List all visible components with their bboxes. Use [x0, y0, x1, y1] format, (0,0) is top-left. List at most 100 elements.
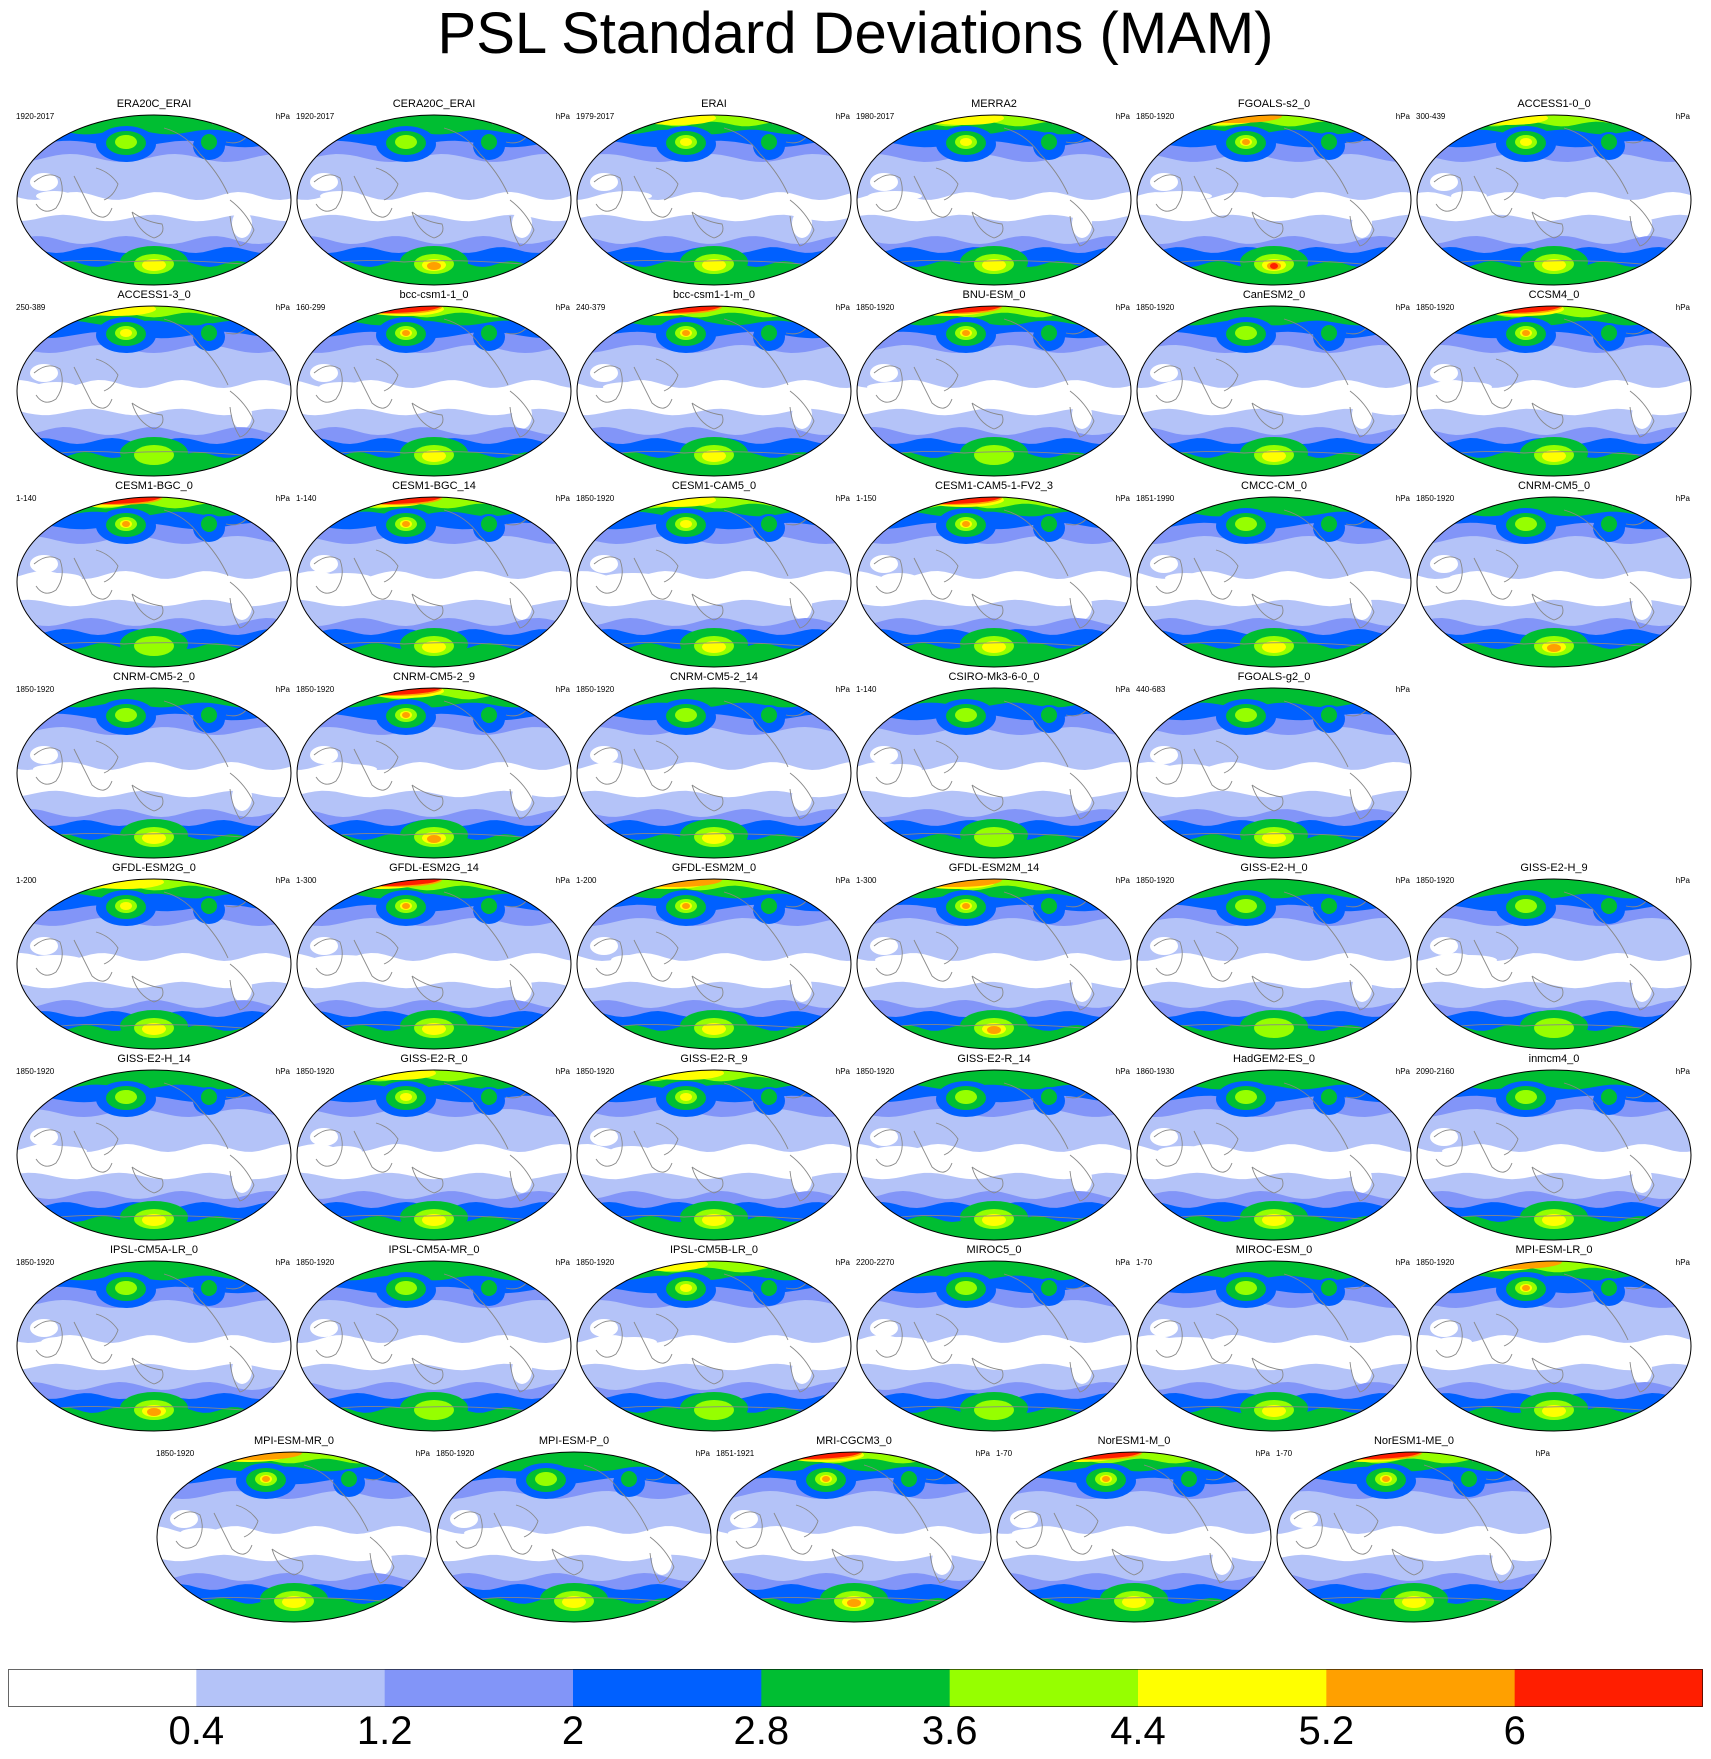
panel-years: 1-140 — [296, 494, 317, 503]
panel-title: ERAI — [701, 98, 727, 110]
contour-map — [16, 687, 292, 859]
panel-units: hPa — [1115, 1067, 1130, 1076]
panel-years: 1920-2017 — [16, 112, 55, 121]
panel-title: CESM1-CAM5-1-FV2_3 — [935, 480, 1053, 492]
map-panel: NorESM1-ME_0 1-70 hPa — [1274, 1435, 1554, 1623]
panel-units: hPa — [1395, 494, 1410, 503]
panel-years: 1-300 — [856, 876, 877, 885]
map-panel: GISS-E2-R_0 1850-1920 hPa — [294, 1053, 574, 1241]
map-panel: HadGEM2-ES_0 1860-1930 hPa — [1134, 1053, 1414, 1241]
colorbar-labels: 0.4 1.2 2 2.8 3.6 4.4 5.2 6 — [0, 1708, 1711, 1758]
contour-map — [296, 1069, 572, 1241]
colorbar-tick-label: 2.8 — [733, 1709, 790, 1753]
panel-units: hPa — [835, 876, 850, 885]
panel-title: CNRM-CM5-2_9 — [393, 671, 475, 683]
colorbar-tick-label: 6 — [1503, 1709, 1526, 1753]
panel-years: 1850-1920 — [576, 685, 615, 694]
panel-units: hPa — [275, 685, 290, 694]
map-panel: MPI-ESM-LR_0 1850-1920 hPa — [1414, 1244, 1694, 1432]
panel-title: CNRM-CM5_0 — [1517, 480, 1591, 492]
map-panel: ERA20C_ERAI 1920-2017 hPa — [14, 98, 294, 286]
colorbar-tick-label: 3.6 — [921, 1709, 978, 1753]
panel-units: hPa — [1115, 494, 1130, 503]
panel-years: 300-439 — [1416, 112, 1446, 121]
panel-units: hPa — [275, 876, 290, 885]
panel-title: CERA20C_ERAI — [392, 98, 476, 110]
panel-units: hPa — [975, 1449, 990, 1458]
contour-map — [576, 878, 852, 1050]
panel-units: hPa — [555, 112, 570, 121]
panel-units: hPa — [1395, 1067, 1410, 1076]
map-panel: CSIRO-Mk3-6-0_0 1-140 hPa — [854, 671, 1134, 859]
panel-years: 1-200 — [16, 876, 37, 885]
contour-map — [856, 496, 1132, 668]
map-panel: MPI-ESM-P_0 1850-1920 hPa — [434, 1435, 714, 1623]
colorbar-tick-label: 2 — [561, 1709, 585, 1753]
map-panel: MPI-ESM-MR_0 1850-1920 hPa — [154, 1435, 434, 1623]
panel-units: hPa — [1115, 685, 1130, 694]
panel-title: CESM1-BGC_14 — [392, 480, 476, 492]
panel-units: hPa — [1395, 303, 1410, 312]
panel-units: hPa — [1395, 1258, 1410, 1267]
map-panel: CNRM-CM5_0 1850-1920 hPa — [1414, 480, 1694, 668]
panel-title: ERA20C_ERAI — [116, 98, 192, 110]
panel-units: hPa — [1675, 1067, 1690, 1076]
panel-title: CMCC-CM_0 — [1241, 480, 1307, 492]
panel-years: 1850-1920 — [296, 685, 335, 694]
contour-map — [296, 878, 572, 1050]
map-panel: GISS-E2-R_14 1850-1920 hPa — [854, 1053, 1134, 1241]
map-panel: MIROC-ESM_0 1-70 hPa — [1134, 1244, 1414, 1432]
panel-units: hPa — [1675, 494, 1690, 503]
panel-title: ACCESS1-0_0 — [1517, 98, 1591, 110]
panel-title: ACCESS1-3_0 — [117, 289, 191, 301]
map-panel: MERRA2 1980-2017 hPa — [854, 98, 1134, 286]
panel-title: CSIRO-Mk3-6-0_0 — [948, 671, 1040, 683]
panel-units: hPa — [695, 1449, 710, 1458]
panel-title: GFDL-ESM2M_0 — [671, 862, 757, 874]
panel-years: 440-683 — [1136, 685, 1166, 694]
panel-units: hPa — [835, 1258, 850, 1267]
map-panel: GISS-E2-H_0 1850-1920 hPa — [1134, 862, 1414, 1050]
contour-map — [16, 1069, 292, 1241]
panel-title: MPI-ESM-MR_0 — [253, 1435, 335, 1447]
contour-map — [576, 496, 852, 668]
colorbar-swatch — [196, 1669, 386, 1707]
panel-units: hPa — [1675, 112, 1690, 121]
contour-map — [16, 496, 292, 668]
panel-years: 2090-2160 — [1416, 1067, 1455, 1076]
panel-title: FGOALS-s2_0 — [1237, 98, 1311, 110]
map-panel: BNU-ESM_0 1850-1920 hPa — [854, 289, 1134, 477]
panel-years: 1851-1990 — [1136, 494, 1175, 503]
contour-map — [1136, 1069, 1412, 1241]
map-panel: CERA20C_ERAI 1920-2017 hPa — [294, 98, 574, 286]
contour-map — [856, 687, 1132, 859]
panel-units: hPa — [835, 303, 850, 312]
panel-years: 1850-1920 — [856, 1067, 895, 1076]
map-panel: CanESM2_0 1850-1920 hPa — [1134, 289, 1414, 477]
panel-units: hPa — [835, 1067, 850, 1076]
panel-title: GISS-E2-H_14 — [117, 1053, 191, 1065]
map-panel: FGOALS-g2_0 440-683 hPa — [1134, 671, 1414, 859]
contour-map — [1136, 305, 1412, 477]
colorbar-swatch — [384, 1669, 574, 1707]
panel-years: 1979-2017 — [576, 112, 615, 121]
map-panel: MIROC5_0 2200-2270 hPa — [854, 1244, 1134, 1432]
panel-units: hPa — [835, 112, 850, 121]
map-panel: CESM1-BGC_14 1-140 hPa — [294, 480, 574, 668]
map-panel: CCSM4_0 1850-1920 hPa — [1414, 289, 1694, 477]
map-panel: bcc-csm1-1-m_0 240-379 hPa — [574, 289, 854, 477]
panel-title: GISS-E2-H_9 — [1520, 862, 1588, 874]
panel-years: 1850-1920 — [1416, 494, 1455, 503]
contour-map — [1416, 114, 1692, 286]
panel-years: 2200-2270 — [856, 1258, 895, 1267]
panel-units: hPa — [1115, 876, 1130, 885]
colorbar-tick-label: 5.2 — [1298, 1709, 1355, 1753]
contour-map — [576, 305, 852, 477]
panel-units: hPa — [835, 685, 850, 694]
contour-map — [16, 878, 292, 1050]
colorbar-tick-label: 4.4 — [1110, 1709, 1166, 1753]
map-panel: GFDL-ESM2M_14 1-300 hPa — [854, 862, 1134, 1050]
contour-map — [156, 1451, 432, 1623]
colorbar — [8, 1669, 1703, 1707]
